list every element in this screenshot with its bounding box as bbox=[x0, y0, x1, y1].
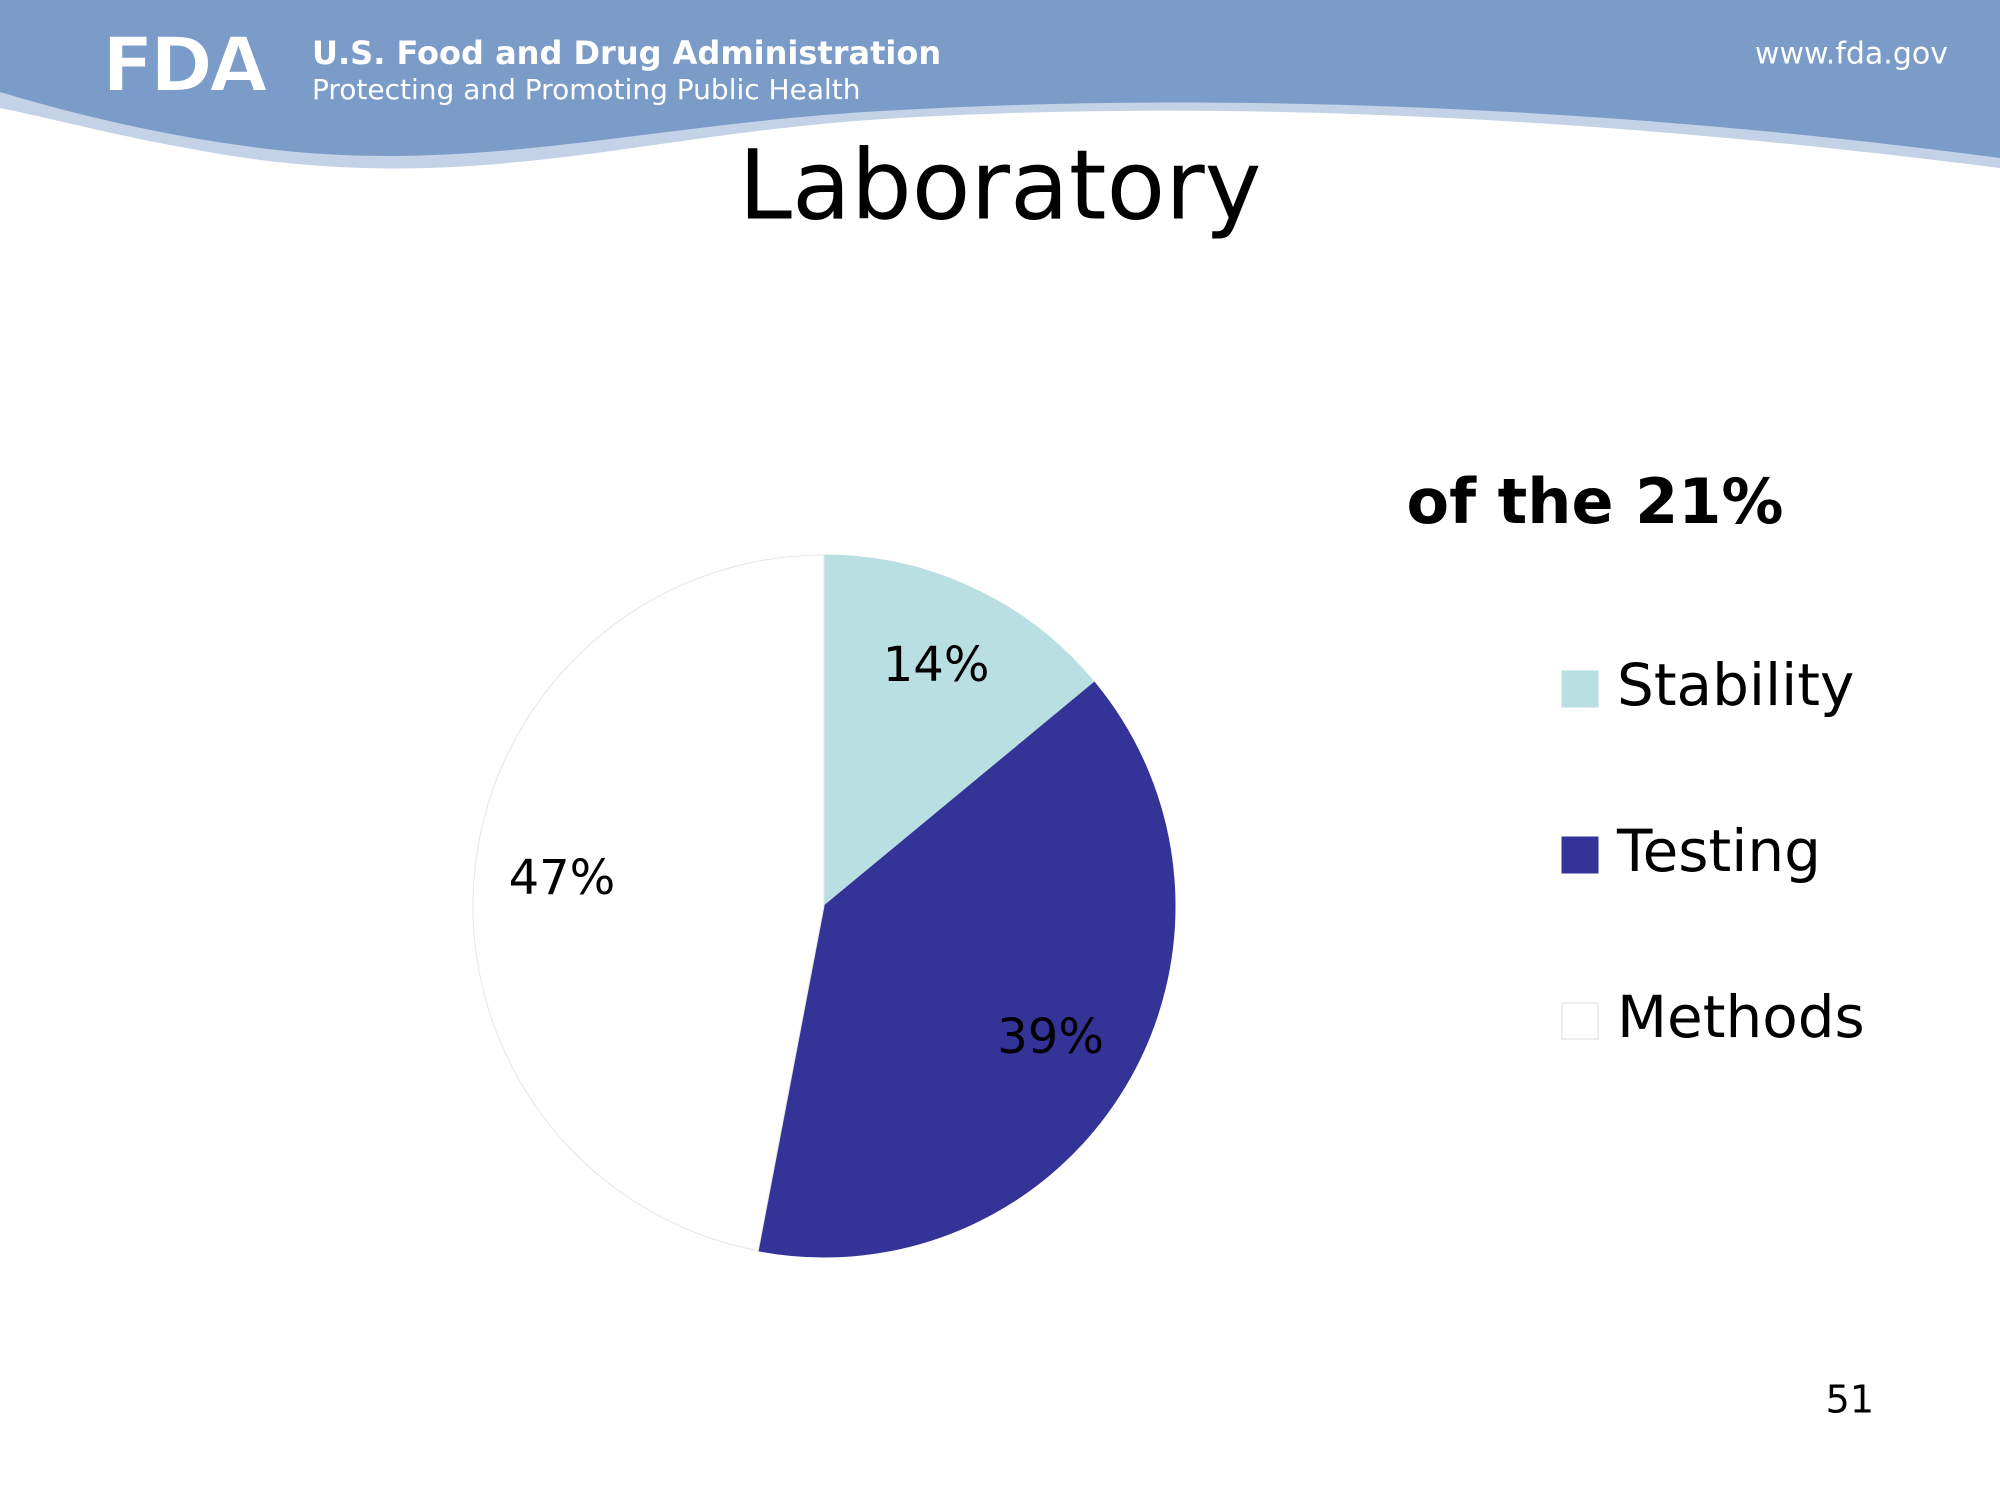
agency-tagline: Protecting and Promoting Public Health bbox=[312, 73, 861, 106]
legend-label: Testing bbox=[1616, 817, 1821, 885]
data-label: 39% bbox=[997, 1009, 1104, 1065]
legend: Stability Testing Methods bbox=[1561, 651, 1865, 1051]
header-banner bbox=[0, 0, 2000, 158]
slide-title: Laboratory bbox=[739, 129, 1262, 241]
legend-label: Methods bbox=[1617, 983, 1865, 1051]
data-label: 47% bbox=[509, 850, 616, 906]
pie-slice bbox=[472, 554, 825, 1252]
data-label: 14% bbox=[883, 637, 990, 693]
url: www.fda.gov bbox=[1755, 37, 1948, 72]
legend-swatch bbox=[1561, 670, 1599, 708]
legend-swatch bbox=[1561, 1002, 1599, 1040]
fda-logo: FDA bbox=[102, 20, 268, 109]
legend-label: Stability bbox=[1617, 651, 1854, 719]
pie-slice bbox=[823, 554, 1096, 908]
legend-swatch bbox=[1561, 836, 1599, 874]
page-number: 51 bbox=[1826, 1378, 1874, 1422]
agency-name: U.S. Food and Drug Administration bbox=[312, 34, 941, 72]
pie-chart: 14% 39% 47% bbox=[472, 554, 1176, 1258]
pie-slice bbox=[757, 681, 1176, 1258]
chart-title: of the 21% bbox=[1407, 465, 1784, 538]
